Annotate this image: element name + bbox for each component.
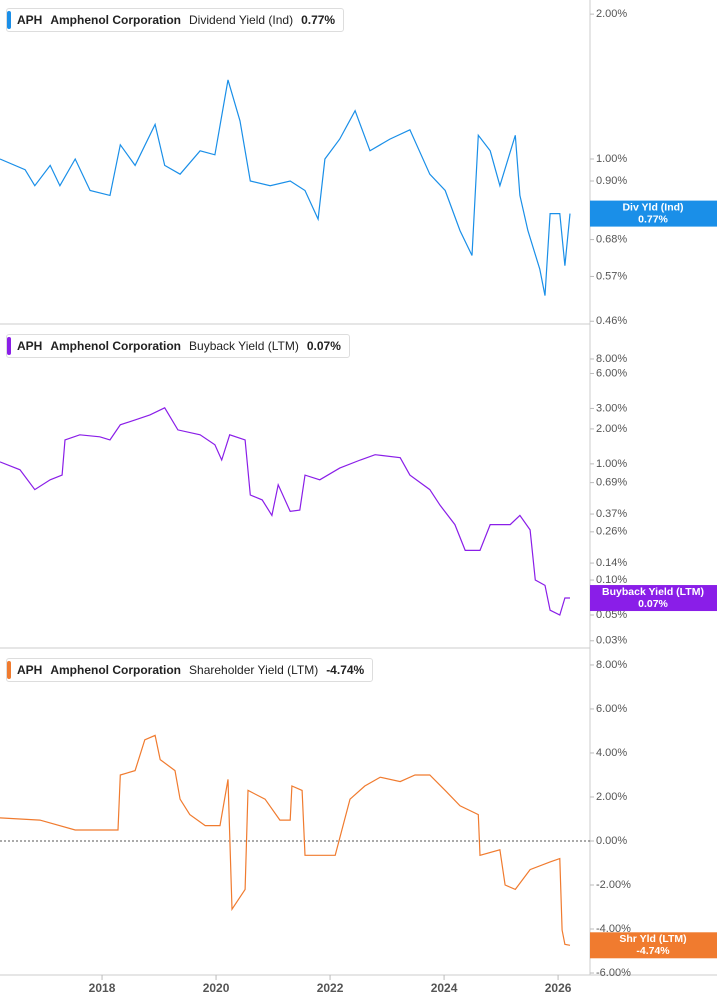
tag-name: Buyback Yield (LTM) [602, 586, 704, 598]
y-tick-label: 4.00% [596, 747, 627, 759]
y-tick-label: 1.00% [596, 153, 627, 165]
y-tick-label: 0.46% [596, 315, 627, 327]
company: Amphenol Corporation [50, 663, 182, 677]
y-tick-label: 2.00% [596, 8, 627, 20]
y-tick-label: -6.00% [596, 967, 631, 979]
series-line [0, 407, 570, 616]
panel-header: APH Amphenol Corporation Dividend Yield (I… [6, 8, 345, 32]
y-tick-label: 0.90% [596, 175, 627, 187]
ticker: APH [17, 13, 43, 27]
current-value: 0.07% [306, 339, 341, 353]
color-bar [7, 661, 11, 679]
x-tick-label: 2024 [431, 981, 458, 995]
y-tick-label: 8.00% [596, 353, 627, 365]
y-tick-label: 6.00% [596, 703, 627, 715]
series-line [0, 79, 571, 296]
y-tick-label: 6.00% [596, 367, 627, 379]
metric: Dividend Yield (Ind) [189, 13, 294, 27]
series-line [0, 734, 571, 946]
y-tick-label: 0.10% [596, 574, 627, 586]
tag-name: Shr Yld (LTM) [619, 933, 686, 945]
company: Amphenol Corporation [50, 339, 182, 353]
y-tick-label: 0.57% [596, 270, 627, 282]
y-tick-label: 0.26% [596, 526, 627, 538]
ticker: APH [17, 339, 43, 353]
y-tick-label: 3.00% [596, 402, 627, 414]
color-bar [7, 11, 11, 29]
ticker: APH [17, 663, 43, 677]
tag-value: -4.74% [636, 945, 670, 957]
y-tick-label: 0.14% [596, 557, 627, 569]
metric: Buyback Yield (LTM) [189, 339, 299, 353]
x-tick-label: 2020 [203, 981, 230, 995]
y-tick-label: -2.00% [596, 879, 631, 891]
tag-value: 0.07% [638, 598, 668, 610]
current-value: -4.74% [326, 663, 365, 677]
panel-header: APH Amphenol Corporation Shareholder Yield… [6, 658, 374, 682]
last-value-tag [590, 932, 717, 959]
color-bar [7, 337, 11, 355]
y-tick-label: 8.00% [596, 659, 627, 671]
metric: Shareholder Yield (LTM) [189, 663, 319, 677]
x-tick-label: 2026 [545, 981, 572, 995]
y-tick-label: -4.00% [596, 923, 631, 935]
tag-name: Div Yld (Ind) [622, 201, 683, 213]
y-tick-label: 0.69% [596, 477, 627, 489]
last-value-tag [590, 200, 717, 227]
y-tick-label: 1.00% [596, 458, 627, 470]
current-value: 0.77% [301, 13, 336, 27]
y-tick-label: 0.68% [596, 233, 627, 245]
last-value-tag [590, 585, 717, 612]
y-tick-label: 0.37% [596, 508, 627, 520]
x-tick-label: 2018 [89, 981, 116, 995]
y-tick-label: 0.00% [596, 835, 627, 847]
x-tick-label: 2022 [317, 981, 344, 995]
y-tick-label: 2.00% [596, 423, 627, 435]
company: Amphenol Corporation [50, 13, 182, 27]
panel-header: APH Amphenol Corporation Buyback Yield (LT… [6, 334, 350, 358]
y-tick-label: 0.05% [596, 609, 627, 621]
y-tick-label: 2.00% [596, 791, 627, 803]
tag-value: 0.77% [638, 213, 668, 225]
y-tick-label: 0.03% [596, 635, 627, 647]
